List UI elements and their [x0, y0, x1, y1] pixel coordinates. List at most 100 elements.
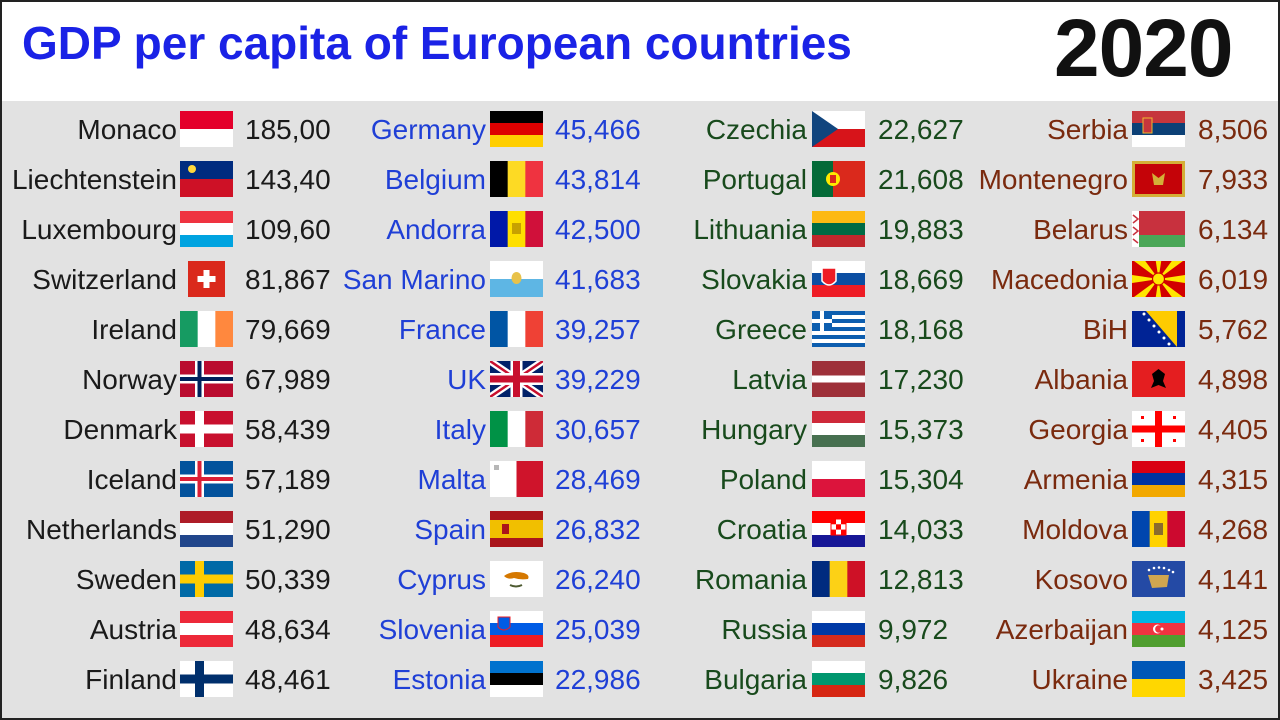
sweden-flag-icon	[180, 561, 233, 597]
gdp-value: 57,189	[245, 464, 331, 495]
georgia-flag-icon	[1132, 411, 1185, 447]
romania-flag-icon	[812, 561, 865, 597]
country-name: Armenia	[1023, 464, 1128, 495]
country-name: Greece	[715, 314, 807, 345]
gdp-value: 4,141	[1198, 564, 1269, 595]
gdp-value: 18,168	[878, 314, 964, 345]
country-name: Cyprus	[397, 564, 486, 595]
denmark-flag-icon	[180, 411, 233, 447]
country-name: Monaco	[77, 114, 177, 145]
gdp-value: 15,304	[878, 464, 964, 495]
czechia-flag-icon	[812, 111, 865, 147]
gdp-value: 26,240	[555, 564, 641, 595]
gdp-value: 50,339	[245, 564, 331, 595]
kosovo-flag-icon	[1132, 561, 1185, 597]
country-name: Italy	[434, 414, 486, 445]
gdp-value: 79,669	[245, 314, 331, 345]
gdp-value: 26,832	[555, 514, 641, 545]
gdp-value: 7,933	[1198, 164, 1269, 195]
page-title: GDP per capita of European countries	[22, 17, 852, 69]
country-name: Liechtenstein	[11, 164, 177, 195]
gdp-value: 185,00	[245, 114, 331, 145]
country-name: Montenegro	[978, 164, 1128, 195]
netherlands-flag-icon	[180, 511, 233, 547]
country-name: Macedonia	[991, 264, 1128, 295]
gdp-value: 109,60	[245, 214, 331, 245]
gdp-value: 12,813	[878, 564, 964, 595]
azerbaijan-flag-icon	[1132, 611, 1185, 647]
armenia-flag-icon	[1132, 461, 1185, 497]
bulgaria-flag-icon	[812, 661, 865, 697]
gdp-value: 15,373	[878, 414, 964, 445]
country-name: Netherlands	[26, 514, 177, 545]
gdp-value: 6,134	[1198, 214, 1269, 245]
albania-flag-icon	[1132, 361, 1185, 397]
country-name: Belgium	[384, 164, 486, 195]
greece-flag-icon	[812, 311, 865, 347]
montenegro-flag-icon	[1132, 161, 1185, 197]
country-name: Finland	[85, 664, 177, 695]
gdp-value: 5,762	[1198, 314, 1269, 345]
iceland-flag-icon	[180, 461, 233, 497]
gdp-value: 18,669	[878, 264, 964, 295]
russia-flag-icon	[812, 611, 865, 647]
macedonia-flag-icon	[1132, 261, 1185, 297]
country-name: Andorra	[386, 214, 486, 245]
country-name: Georgia	[1028, 414, 1128, 445]
gdp-value: 25,039	[555, 614, 641, 645]
country-name: Portugal	[702, 164, 807, 195]
gdp-value: 8,506	[1198, 114, 1269, 145]
country-name: Czechia	[705, 114, 807, 145]
austria-flag-icon	[180, 611, 233, 647]
gdp-value: 143,40	[245, 164, 331, 195]
gdp-value: 6,019	[1198, 264, 1269, 295]
gdp-value: 39,229	[555, 364, 641, 395]
country-name: Germany	[370, 114, 486, 145]
gdp-value: 28,469	[555, 464, 641, 495]
spain-flag-icon	[490, 511, 543, 547]
gdp-value: 67,989	[245, 364, 331, 395]
country-name: Serbia	[1047, 114, 1128, 145]
country-name: Sweden	[75, 564, 177, 595]
hungary-flag-icon	[812, 411, 865, 447]
country-name: Lithuania	[693, 214, 807, 245]
gdp-value: 17,230	[878, 364, 964, 395]
ranking-board: Monaco 185,00 Liechtenstein 143,40 Luxembour…	[2, 101, 1278, 718]
country-name: Estonia	[392, 664, 486, 695]
country-name: Spain	[414, 514, 486, 545]
country-name: Slovakia	[701, 264, 807, 295]
country-name: Denmark	[63, 414, 177, 445]
header: GDP per capita of European countries 202…	[2, 2, 1278, 101]
gdp-value: 4,315	[1198, 464, 1269, 495]
gdp-value: 81,867	[245, 264, 331, 295]
country-name: Ukraine	[1031, 664, 1128, 695]
poland-flag-icon	[812, 461, 865, 497]
gdp-value: 22,627	[878, 114, 964, 145]
switzerland-flag-icon	[180, 261, 233, 297]
country-name: San Marino	[342, 264, 486, 295]
andorra-flag-icon	[490, 211, 543, 247]
latvia-flag-icon	[812, 361, 865, 397]
year-label: 2020	[1054, 3, 1233, 94]
gdp-value: 9,972	[878, 614, 949, 645]
serbia-flag-icon	[1132, 111, 1185, 147]
country-name: Poland	[719, 464, 807, 495]
san-marino-flag-icon	[490, 261, 543, 297]
country-name: Austria	[89, 614, 177, 645]
gdp-value: 22,986	[555, 664, 641, 695]
gdp-value: 43,814	[555, 164, 641, 195]
gdp-value: 14,033	[878, 514, 964, 545]
bih-flag-icon	[1132, 311, 1185, 347]
portugal-flag-icon	[812, 161, 865, 197]
france-flag-icon	[490, 311, 543, 347]
gdp-value: 45,466	[555, 114, 641, 145]
gdp-value: 3,425	[1198, 664, 1269, 695]
gdp-value: 30,657	[555, 414, 641, 445]
belgium-flag-icon	[490, 161, 543, 197]
gdp-value: 4,125	[1198, 614, 1269, 645]
gdp-value: 39,257	[555, 314, 641, 345]
moldova-flag-icon	[1132, 511, 1185, 547]
country-name: Albania	[1034, 364, 1128, 395]
croatia-flag-icon	[812, 511, 865, 547]
